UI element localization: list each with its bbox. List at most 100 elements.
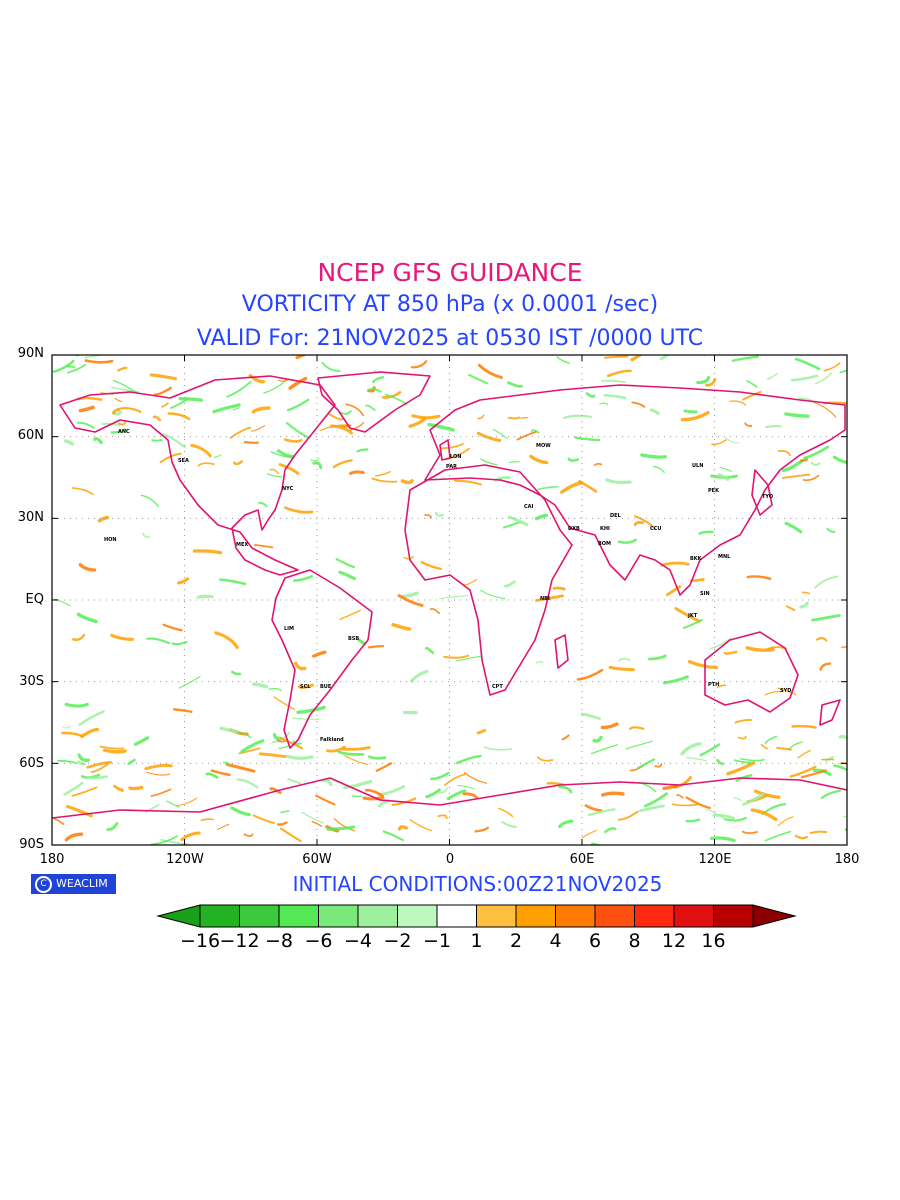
vorticity-streak — [340, 410, 352, 415]
vorticity-streak — [420, 561, 442, 571]
vorticity-streak — [705, 808, 727, 822]
vorticity-streak — [841, 645, 847, 649]
lat-label-60s: 60S — [19, 756, 44, 771]
vorticity-streak — [64, 702, 89, 708]
vorticity-streak — [253, 544, 274, 549]
vorticity-streak — [424, 514, 432, 519]
vorticity-streak — [462, 792, 479, 799]
vorticity-streak — [789, 765, 817, 778]
vorticity-streak — [285, 421, 310, 439]
station-label: MNL — [718, 554, 731, 560]
vorticity-streak — [631, 401, 646, 408]
vorticity-streak — [63, 781, 84, 796]
australia-outline — [704, 631, 799, 713]
vorticity-streak — [737, 735, 747, 740]
vorticity-streak — [364, 788, 384, 797]
station-label: KHI — [600, 526, 610, 532]
vorticity-streak — [558, 785, 573, 794]
vorticity-streak — [367, 388, 382, 393]
vorticity-streak — [391, 797, 417, 806]
vorticity-streak — [731, 355, 759, 362]
vorticity-streak — [438, 787, 448, 794]
vorticity-streak — [671, 803, 699, 807]
vorticity-streak — [660, 561, 690, 567]
station-label: BOM — [598, 541, 611, 547]
vorticity-streak — [507, 381, 523, 388]
vorticity-streak — [288, 376, 308, 390]
vorticity-streak — [231, 670, 242, 676]
vorticity-streak — [682, 619, 703, 629]
vorticity-streak — [784, 521, 803, 534]
vorticity-streak — [477, 363, 503, 379]
vorticity-streak — [172, 708, 193, 713]
colorbar-label: −4 — [343, 930, 372, 952]
vorticity-streak — [391, 622, 412, 631]
vorticity-streak — [171, 640, 188, 646]
vorticity-streak — [508, 515, 529, 527]
vorticity-streak — [78, 710, 105, 726]
vorticity-streak — [192, 549, 223, 555]
vorticity-streak — [777, 687, 797, 696]
station-label: LIM — [284, 626, 294, 632]
vorticity-streak — [576, 668, 604, 681]
vorticity-streak — [618, 657, 631, 662]
vorticity-streak — [162, 623, 183, 632]
vorticity-streak — [409, 819, 432, 832]
vorticity-streak — [690, 578, 705, 582]
vorticity-streak — [729, 400, 747, 406]
north-america-outline — [59, 375, 336, 576]
vorticity-streak — [764, 830, 792, 842]
colorbar-label: −1 — [422, 930, 451, 952]
vorticity-streak — [196, 594, 214, 599]
vorticity-streak — [604, 355, 629, 359]
vorticity-streak — [507, 416, 521, 420]
vorticity-streak — [676, 794, 684, 799]
vorticity-streak — [400, 591, 419, 599]
station-label: MEX — [236, 542, 248, 548]
vorticity-streak — [842, 815, 847, 818]
vorticity-streak — [744, 422, 753, 428]
vorticity-streak — [76, 612, 98, 624]
lat-label-90n: 90N — [17, 346, 44, 361]
vorticity-streak — [106, 822, 119, 831]
greenland-outline — [317, 371, 431, 433]
vorticity-streak — [453, 479, 482, 486]
vorticity-streak — [273, 696, 296, 711]
vorticity-streak — [78, 405, 95, 413]
vorticity-streak — [77, 753, 91, 762]
vorticity-streak — [699, 743, 721, 757]
vorticity-streak — [144, 763, 173, 771]
vorticity-streak — [205, 772, 219, 779]
station-label: BUE — [320, 684, 332, 690]
station-label: CAI — [524, 504, 534, 510]
vorticity-streak — [287, 778, 302, 785]
valid-time: VALID For: 21NOV2025 at 0530 IST /0000 U… — [196, 326, 704, 351]
vorticity-streak — [709, 637, 732, 650]
coastlines — [52, 371, 847, 819]
vorticity-streak — [150, 788, 172, 797]
vorticity-streak — [272, 733, 282, 741]
vorticity-streak — [114, 397, 122, 403]
vorticity-streak — [83, 355, 106, 359]
vorticity-streak — [764, 735, 778, 745]
vorticity-streak — [397, 594, 424, 607]
vorticity-streak — [446, 789, 467, 801]
vorticity-streak — [629, 726, 645, 731]
station-labels: ANC SEA NYC HON MEX LIM BUE LON PAR MOW CAI DEL BOM C… — [104, 429, 791, 743]
vorticity-streak — [64, 832, 84, 842]
vorticity-streak — [599, 402, 609, 406]
vorticity-streak — [321, 778, 333, 787]
vorticity-streak — [66, 365, 76, 369]
vorticity-streak — [719, 467, 732, 473]
vorticity-streak — [733, 759, 752, 764]
vorticity-streak — [112, 408, 120, 415]
vorticity-streak — [605, 478, 632, 484]
colorbar-label: 2 — [509, 930, 523, 952]
vorticity-streak — [344, 755, 369, 766]
vorticity-streak — [784, 412, 810, 418]
copyright-icon: C — [35, 876, 52, 893]
vorticity-streak — [77, 760, 86, 766]
colorbar-label: 8 — [628, 930, 641, 952]
vorticity-streak — [734, 718, 753, 724]
colorbar-label: −12 — [219, 930, 260, 952]
